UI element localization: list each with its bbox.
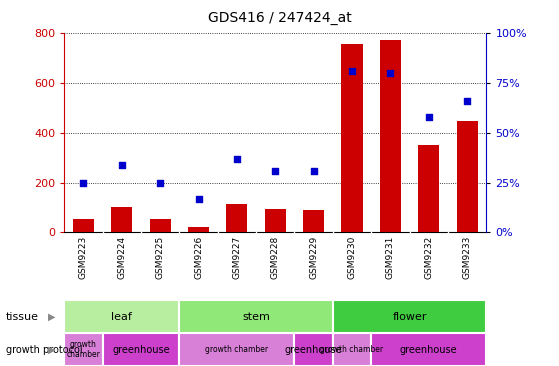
- Bar: [265, 209, 286, 232]
- Text: growth protocol: growth protocol: [6, 344, 82, 355]
- Bar: [333, 333, 371, 366]
- Text: GSM9232: GSM9232: [424, 236, 433, 279]
- Bar: [103, 333, 179, 366]
- Text: growth
chamber: growth chamber: [67, 340, 101, 359]
- Point: [463, 98, 472, 104]
- Bar: [226, 204, 248, 232]
- Bar: [64, 300, 179, 333]
- Bar: [73, 219, 94, 232]
- Text: GSM9226: GSM9226: [194, 236, 203, 279]
- Point: [233, 156, 241, 161]
- Bar: [342, 44, 363, 232]
- Text: ▶: ▶: [49, 311, 56, 322]
- Text: GSM9227: GSM9227: [233, 236, 241, 279]
- Text: GSM9223: GSM9223: [79, 236, 88, 279]
- Text: GSM9228: GSM9228: [271, 236, 280, 279]
- Text: ▶: ▶: [49, 344, 56, 355]
- Bar: [295, 333, 333, 366]
- Point: [194, 195, 203, 201]
- Bar: [371, 333, 486, 366]
- Bar: [188, 227, 209, 232]
- Bar: [457, 122, 478, 232]
- Text: flower: flower: [392, 311, 427, 322]
- Point: [271, 168, 280, 173]
- Text: growth chamber: growth chamber: [205, 345, 268, 354]
- Text: GSM9229: GSM9229: [309, 236, 318, 279]
- Bar: [380, 40, 401, 232]
- Text: GSM9233: GSM9233: [463, 236, 472, 279]
- Text: GSM9224: GSM9224: [117, 236, 126, 279]
- Bar: [150, 219, 170, 232]
- Text: greenhouse: greenhouse: [112, 344, 170, 355]
- Point: [156, 180, 165, 186]
- Text: GSM9231: GSM9231: [386, 236, 395, 279]
- Text: leaf: leaf: [111, 311, 132, 322]
- Point: [348, 68, 357, 74]
- Bar: [418, 145, 439, 232]
- Text: growth chamber: growth chamber: [320, 345, 383, 354]
- Point: [386, 70, 395, 76]
- Text: GDS416 / 247424_at: GDS416 / 247424_at: [207, 11, 352, 25]
- Point: [309, 168, 318, 173]
- Bar: [64, 333, 103, 366]
- Bar: [179, 333, 295, 366]
- Text: greenhouse: greenhouse: [400, 344, 458, 355]
- Text: greenhouse: greenhouse: [285, 344, 343, 355]
- Bar: [111, 208, 132, 232]
- Bar: [303, 210, 324, 232]
- Point: [117, 162, 126, 168]
- Text: stem: stem: [242, 311, 270, 322]
- Bar: [179, 300, 333, 333]
- Point: [424, 114, 433, 120]
- Text: tissue: tissue: [6, 311, 39, 322]
- Text: GSM9225: GSM9225: [156, 236, 165, 279]
- Point: [79, 180, 88, 186]
- Bar: [333, 300, 486, 333]
- Text: GSM9230: GSM9230: [348, 236, 357, 279]
